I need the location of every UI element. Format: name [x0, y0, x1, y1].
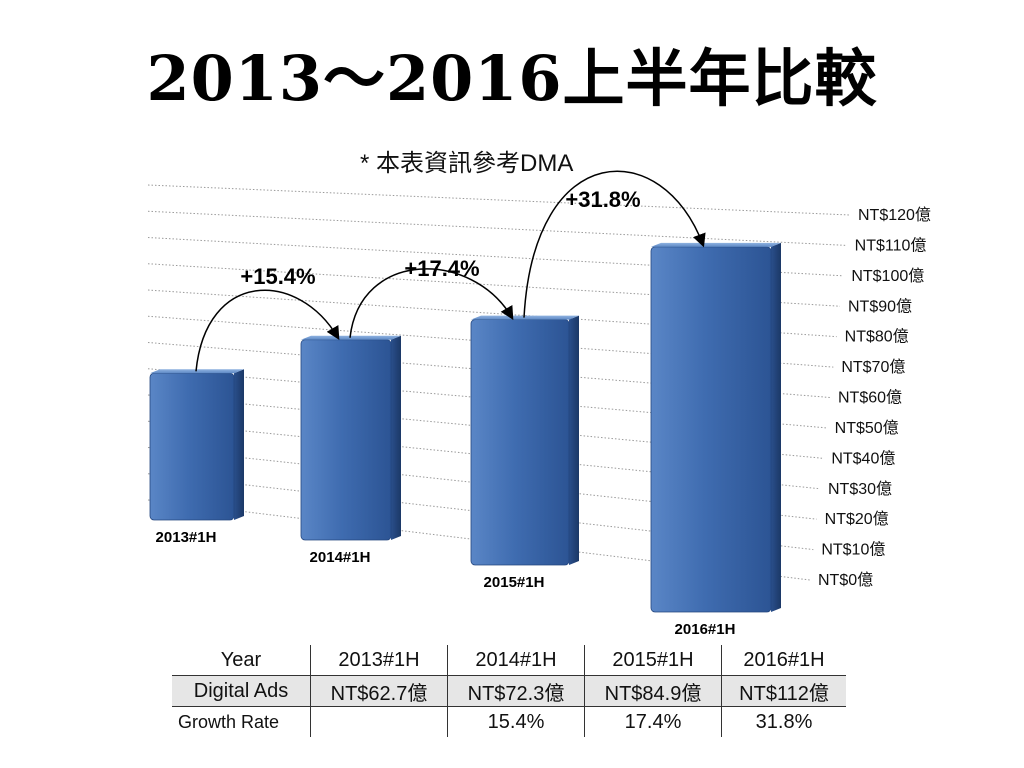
- y-tick-label: NT$110億: [855, 236, 927, 254]
- y-tick-label: NT$80億: [845, 328, 909, 346]
- table-row: Year 2013#1H 2014#1H 2015#1H 2016#1H: [172, 645, 846, 676]
- bar: [650, 246, 772, 613]
- gridline: [147, 394, 824, 459]
- growth-label: +31.8%: [565, 187, 640, 212]
- table-cell: 2013#1H: [310, 645, 448, 676]
- growth-label: +15.4%: [240, 264, 315, 289]
- table-cell: NT$72.3億: [447, 675, 585, 707]
- bar-chart: NT$0億 NT$10億 NT$20億 NT$30億 NT$40億 NT$50億 NT$60…: [147, 170, 931, 638]
- bar-side: [569, 315, 579, 565]
- table-cell: NT$84.9億: [584, 675, 722, 707]
- bar: [149, 372, 235, 521]
- gridline: [147, 184, 851, 216]
- bar-side: [391, 335, 401, 540]
- x-tick-label: 2016#1H: [675, 621, 736, 638]
- table-cell: 31.8%: [721, 706, 846, 737]
- y-tick-label: NT$60億: [838, 389, 902, 407]
- y-tick-label: NT$30億: [828, 480, 892, 498]
- growth-arrow: [195, 289, 340, 372]
- row-header-growth-rate: Growth Rate: [178, 711, 280, 732]
- table-row: Growth Rate 15.4% 17.4% 31.8%: [172, 706, 846, 737]
- table-row: Digital Ads NT$62.7億 NT$72.3億 NT$84.9億 N…: [172, 675, 846, 707]
- bar: [300, 339, 392, 541]
- x-tick-label: 2014#1H: [310, 549, 371, 566]
- y-tick-label: NT$90億: [848, 297, 912, 315]
- gridline: [147, 420, 821, 490]
- y-tick-label: NT$70億: [841, 358, 905, 376]
- x-tick-label: 2015#1H: [484, 574, 545, 591]
- y-tick-label: NT$100億: [851, 267, 924, 285]
- bar-top: [471, 315, 579, 320]
- table-cell: 2016#1H: [721, 645, 846, 676]
- table-cell: 2014#1H: [447, 645, 585, 676]
- bar-top: [651, 242, 781, 247]
- bar-top: [150, 369, 244, 374]
- y-tick-label: NT$50億: [835, 419, 899, 437]
- bar-side: [234, 369, 244, 520]
- bar: [470, 319, 570, 566]
- row-header-year: Year: [220, 648, 262, 671]
- slide-title: 2013～2016上半年比較: [146, 42, 878, 115]
- y-tick-label: NT$10億: [821, 541, 885, 559]
- growth-label: +17.4%: [404, 256, 479, 281]
- y-tick-label: NT$20億: [825, 510, 889, 528]
- table-cell: [310, 706, 448, 737]
- source-note: * 本表資訊參考DMA: [360, 150, 574, 177]
- growth-arrow: [523, 170, 706, 318]
- table-cell: 17.4%: [584, 706, 722, 737]
- row-header-digital-ads: Digital Ads: [172, 675, 311, 707]
- x-tick-label: 2013#1H: [156, 529, 217, 546]
- table-cell: 2015#1H: [584, 645, 722, 676]
- table-cell: NT$62.7億: [310, 675, 448, 707]
- y-tick-label: NT$0億: [818, 571, 873, 589]
- y-axis-ticks: NT$0億 NT$10億 NT$20億 NT$30億 NT$40億 NT$50億 NT$60…: [818, 206, 931, 589]
- growth-arrows: +15.4% +17.4% +31.8%: [195, 170, 706, 372]
- bars: [149, 242, 781, 613]
- bar-top: [301, 335, 401, 340]
- table-cell: 15.4%: [447, 706, 585, 737]
- x-axis-labels: 2013#1H 2014#1H 2015#1H 2016#1H: [156, 529, 736, 638]
- y-tick-label: NT$40億: [831, 449, 895, 467]
- y-tick-label: NT$120億: [858, 206, 931, 224]
- data-table: Year 2013#1H 2014#1H 2015#1H 2016#1H Dig…: [172, 645, 846, 737]
- gridline: [147, 237, 844, 277]
- table-cell: NT$112億: [721, 675, 846, 707]
- bar-side: [771, 242, 781, 612]
- gridline: [147, 210, 847, 246]
- growth-arrow: [349, 268, 514, 338]
